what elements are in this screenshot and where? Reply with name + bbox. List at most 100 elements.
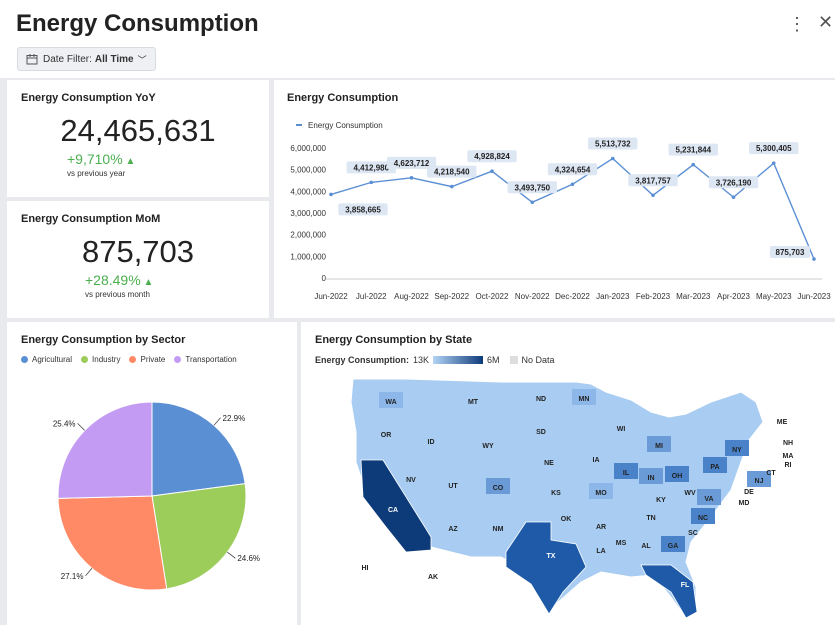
state-label-la: LA [596, 548, 605, 555]
pie-slice [151, 401, 246, 497]
state-label-mi: MI [655, 443, 663, 450]
map-legend-label: Energy Consumption: [315, 355, 409, 365]
kpi-yoy-value: 24,465,631 [60, 113, 216, 148]
state-label-ct: CT [766, 470, 776, 477]
state-label-va: VA [704, 496, 713, 503]
data-label: 3,817,757 [635, 176, 671, 185]
x-tick-label: Mar-2023 [676, 292, 711, 301]
state-label-nv: NV [406, 477, 416, 484]
map-legend-gradient [433, 356, 484, 364]
x-tick-label: Jan-2023 [596, 292, 630, 301]
state-label-fl: FL [681, 582, 690, 589]
y-tick-label: 3,000,000 [290, 209, 326, 218]
y-tick-label: 4,000,000 [290, 187, 326, 196]
state-label-al: AL [641, 543, 651, 550]
state-label-mn: MN [579, 396, 590, 403]
header-bar: Energy Consumption ⋮ ✕ Date Filter: All … [0, 0, 835, 78]
data-label-bg [427, 165, 477, 178]
state-label-tn: TN [646, 515, 655, 522]
chevron-down-icon: ﹀ [137, 54, 147, 65]
date-filter-button[interactable]: Date Filter: All Time ﹀ [17, 47, 156, 71]
x-tick-label: Nov-2022 [515, 292, 550, 301]
kebab-menu-icon[interactable]: ⋮ [788, 14, 806, 34]
state-map-card: Energy Consumption by State Energy Consu… [301, 322, 835, 625]
map-legend-nodata: No Data [521, 355, 555, 365]
pie-slice-label: 22.9% [223, 414, 246, 423]
state-label-or: OR [381, 432, 392, 439]
state-shape-va [697, 489, 721, 505]
kpi-mom-change: +28.49% ▲ [85, 272, 154, 288]
state-label-mt: MT [468, 399, 479, 406]
kpi-yoy-subtitle: vs previous year [67, 169, 126, 178]
state-label-co: CO [493, 485, 504, 492]
date-filter-value: All Time [94, 53, 134, 65]
pie-leader-line [213, 417, 221, 426]
line-chart-title: Energy Consumption [287, 92, 399, 104]
data-label-bg [668, 143, 718, 156]
state-label-me: ME [777, 419, 788, 426]
close-icon[interactable]: ✕ [818, 12, 834, 32]
data-label-bg [386, 156, 437, 169]
state-shape-fl [640, 564, 698, 619]
data-point [771, 161, 776, 165]
data-point [530, 200, 535, 205]
pie-chart: 22.9% 24.6% 27.1% 25.4% [53, 401, 260, 591]
data-label-bg [588, 137, 638, 150]
data-label-bg [467, 150, 517, 163]
data-label-bg [708, 176, 759, 189]
state-label-de: DE [744, 489, 754, 496]
state-label-md: MD [739, 500, 750, 507]
state-shape-in [639, 468, 663, 484]
state-label-az: AZ [448, 526, 458, 533]
data-point [651, 193, 655, 198]
state-label-hi: HI [362, 565, 369, 572]
state-label-nh: NH [783, 440, 793, 447]
x-tick-label: Jun-2022 [314, 292, 348, 301]
state-label-wa: WA [385, 399, 396, 406]
state-shape-mi [647, 436, 671, 452]
data-point [490, 169, 494, 174]
pie-slice-label: 25.4% [53, 419, 76, 428]
state-label-wi: WI [617, 426, 626, 433]
pie-slice-label: 27.1% [61, 572, 84, 581]
state-label-ms: MS [616, 540, 627, 547]
state-label-id: ID [428, 439, 435, 446]
sector-chart-title: Energy Consumption by Sector [21, 334, 186, 346]
data-point [812, 257, 816, 261]
sector-legend: Agricultural Industry Private Transportatio… [21, 355, 242, 364]
map-legend: Energy Consumption: 13K 6M No Data [315, 355, 555, 365]
state-label-pa: PA [710, 464, 719, 471]
date-filter-label: Date Filter: [43, 53, 92, 65]
state-shape-co [486, 478, 510, 494]
data-point [369, 180, 374, 185]
sector-chart-card: Energy Consumption by Sector Agricultura… [7, 322, 297, 625]
state-shape-nc [691, 508, 715, 524]
data-label: 4,324,654 [555, 165, 591, 174]
x-tick-label: Sep-2022 [434, 292, 469, 301]
pie-slice-label: 24.6% [237, 554, 260, 563]
state-shape-ca [360, 459, 432, 553]
data-label: 5,513,732 [595, 140, 631, 149]
map-legend-max: 6M [487, 355, 500, 365]
data-point [409, 176, 414, 180]
data-point [691, 162, 696, 167]
x-tick-label: Aug-2022 [394, 292, 429, 301]
map-legend-nodata-swatch [509, 356, 518, 364]
state-shape-pa [703, 457, 727, 473]
legend-label: Transportation [185, 355, 237, 364]
data-label: 875,703 [776, 248, 805, 257]
line-legend-label: Energy Consumption [308, 121, 383, 130]
data-label-bg [338, 203, 388, 216]
state-label-il: IL [623, 470, 630, 477]
data-label-bg [346, 161, 396, 174]
kpi-yoy-change: +9,710% ▲ [67, 151, 136, 167]
calendar-filter-icon [26, 53, 38, 64]
state-shape-mn [572, 389, 596, 405]
x-tick-label: Dec-2022 [555, 292, 590, 301]
state-shape-ny [725, 440, 749, 456]
state-label-ne: NE [544, 460, 554, 467]
state-label-ri: RI [785, 462, 792, 469]
state-label-wy: WY [482, 443, 494, 450]
line-chart: Energy Consumption 0 1,000,000 2,000,000 3,0… [290, 121, 831, 301]
state-label-nj: NJ [755, 478, 764, 485]
